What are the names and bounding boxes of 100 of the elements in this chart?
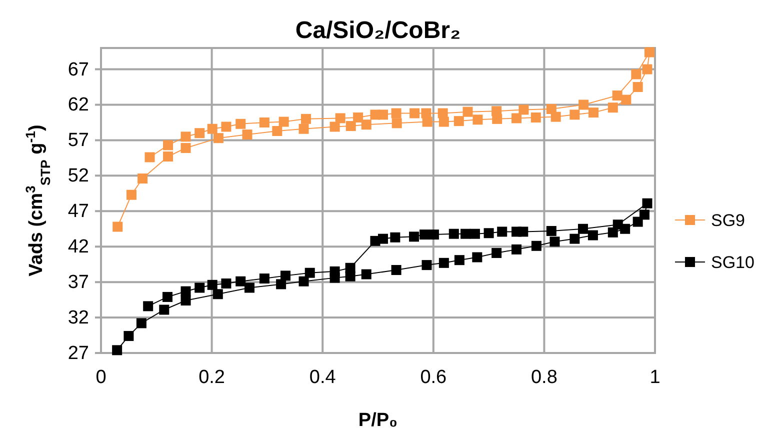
point [194, 128, 205, 138]
point [162, 292, 172, 302]
point [438, 108, 448, 118]
point [497, 226, 508, 237]
point [639, 210, 650, 220]
point [632, 216, 643, 227]
point [531, 240, 542, 251]
point [391, 108, 402, 118]
point [300, 114, 311, 124]
point [207, 280, 218, 290]
legend-label: SG9 [711, 211, 746, 230]
point [194, 282, 205, 293]
point [484, 228, 494, 238]
point [472, 252, 482, 262]
point [278, 116, 289, 127]
point [448, 228, 459, 239]
x-tick-label: 0.4 [309, 367, 336, 388]
y-tick-label: 37 [68, 272, 89, 294]
point [391, 265, 402, 276]
point [298, 124, 309, 134]
point [570, 110, 580, 120]
point [280, 270, 290, 281]
point [588, 230, 598, 240]
point [470, 228, 480, 239]
point [608, 102, 618, 113]
y-tick-label: 42 [68, 236, 89, 258]
y-tick-label: 32 [68, 308, 89, 329]
y-tick-label: 52 [68, 166, 89, 187]
point [421, 108, 432, 118]
point [180, 286, 191, 296]
point [353, 112, 364, 123]
point [221, 278, 232, 288]
y-tick-label: 67 [68, 59, 89, 80]
point [492, 106, 502, 116]
point [236, 118, 246, 129]
legend-label: SG10 [711, 253, 754, 272]
point [631, 69, 642, 80]
point [244, 282, 254, 293]
point [530, 112, 541, 123]
y-tick-label: 57 [68, 130, 89, 152]
point [138, 174, 148, 184]
point [472, 114, 483, 125]
point [207, 124, 218, 134]
point [518, 104, 529, 115]
point [335, 113, 346, 124]
point [460, 228, 471, 239]
point [409, 232, 420, 242]
point [390, 232, 400, 242]
point [370, 110, 380, 120]
point [144, 152, 155, 162]
x-tick-label: 0 [96, 367, 106, 388]
point [512, 226, 522, 237]
point [143, 301, 154, 312]
x-tick-label: 1 [650, 367, 660, 388]
point [112, 345, 122, 356]
point [644, 47, 654, 58]
point [578, 224, 588, 234]
point [410, 108, 420, 118]
point [578, 100, 589, 110]
point [126, 190, 136, 200]
point [512, 244, 522, 254]
point [242, 130, 252, 140]
point [361, 269, 372, 280]
point [259, 274, 270, 284]
point [621, 94, 632, 105]
point [420, 230, 430, 240]
point [136, 318, 146, 328]
point [212, 289, 223, 300]
point [159, 304, 170, 315]
point [632, 82, 643, 92]
point [642, 64, 652, 74]
point [546, 104, 556, 114]
y-tick-label: 62 [68, 94, 89, 116]
point [454, 255, 464, 266]
point [272, 126, 282, 136]
point [180, 143, 191, 154]
point [330, 266, 340, 276]
point [304, 268, 315, 278]
point [259, 117, 270, 128]
point [163, 140, 174, 150]
point [112, 222, 123, 232]
y-tick-label: 47 [68, 201, 89, 222]
point [588, 108, 599, 118]
point [221, 122, 232, 132]
point [608, 227, 618, 238]
point [124, 330, 134, 341]
point [236, 276, 246, 286]
point [512, 113, 522, 124]
chart-title: Ca/SiO₂/CoBr₂ [295, 17, 461, 44]
point [180, 296, 191, 306]
x-axis-title: P/P₀ [358, 410, 398, 430]
point [298, 276, 309, 286]
point [612, 90, 622, 101]
x-tick-label: 0.8 [530, 367, 558, 388]
point [346, 121, 356, 132]
point [462, 106, 473, 117]
x-tick-label: 0.6 [420, 367, 447, 388]
point [361, 120, 372, 130]
point [438, 258, 449, 268]
point [163, 152, 174, 162]
